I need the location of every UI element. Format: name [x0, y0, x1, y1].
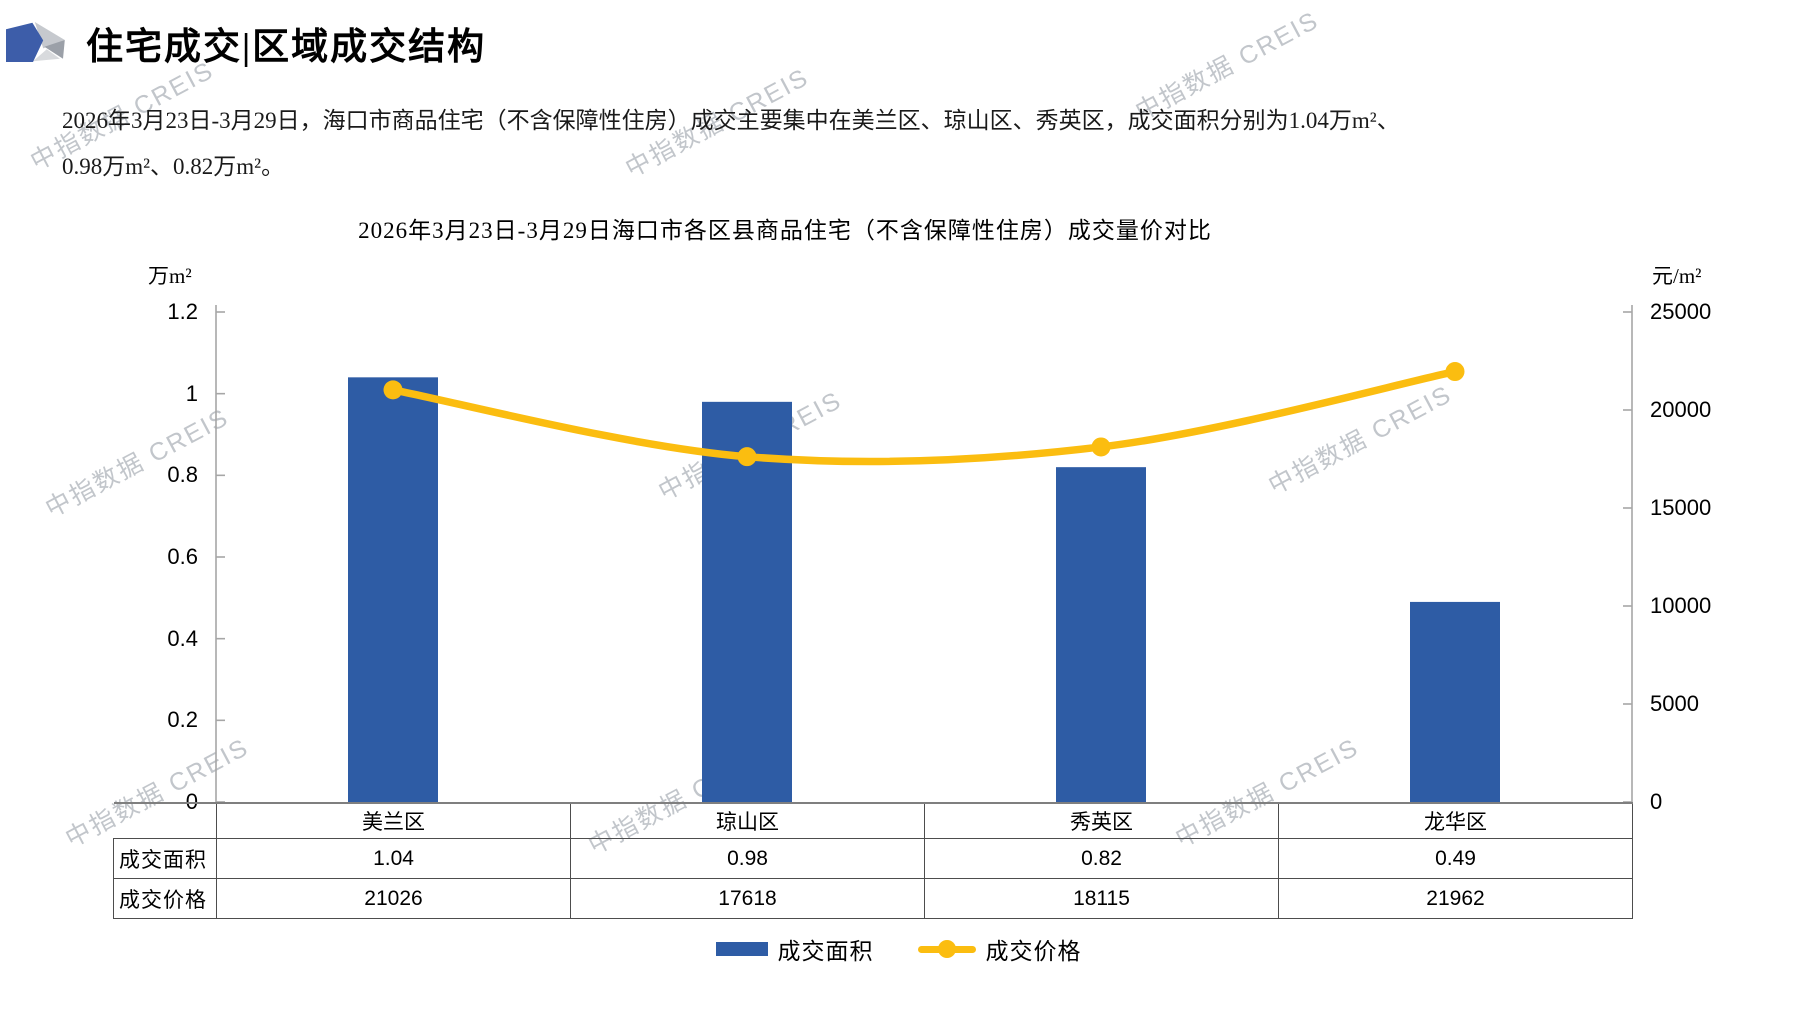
watermark-text: 中指数据 CREIS	[653, 386, 847, 507]
bar-秀英区	[1056, 467, 1146, 802]
table-blank-cell	[113, 802, 217, 839]
table-category-cell: 秀英区	[924, 802, 1279, 839]
price-line	[389, 367, 1459, 466]
chart-legend: 成交面积 成交价格	[0, 934, 1797, 964]
legend-item-area: 成交面积	[715, 932, 874, 966]
legend-line-swatch-icon	[917, 940, 976, 958]
table-value-cell: 18115	[924, 878, 1279, 919]
right-axis-unit-label: 元/m²	[1652, 264, 1702, 288]
table-value-cell: 0.49	[1278, 838, 1633, 879]
chart-data-table: 美兰区 琼山区 秀英区 龙华区 成交面积 1.04 0.98 0.82 0.49…	[113, 802, 1633, 919]
table-category-cell: 琼山区	[570, 802, 925, 839]
table-value-cell: 1.04	[216, 838, 571, 879]
left-axis-tick: 0.4	[167, 626, 198, 651]
right-axis-tick: 0	[1650, 789, 1663, 814]
left-axis-tick: 0.8	[167, 462, 198, 487]
table-row-area: 成交面积 1.04 0.98 0.82 0.49	[113, 838, 1633, 879]
table-row-categories: 美兰区 琼山区 秀英区 龙华区	[113, 802, 1633, 839]
table-category-cell: 美兰区	[216, 802, 571, 839]
summary-line-1: 2026年3月23日-3月29日，海口市商品住宅（不含保障性住房）成交主要集中在…	[62, 108, 1400, 133]
creis-logo-icon	[6, 22, 66, 62]
table-row-header: 成交价格	[113, 878, 217, 919]
watermark-text: 中指数据 CREIS	[1263, 380, 1457, 501]
bar-龙华区	[1410, 601, 1500, 802]
table-category-cell: 龙华区	[1278, 802, 1633, 839]
legend-label: 成交面积	[777, 939, 874, 964]
summary-paragraph: 2026年3月23日-3月29日，海口市商品住宅（不含保障性住房）成交主要集中在…	[62, 98, 1542, 190]
right-axis-tick: 15000	[1650, 495, 1712, 520]
table-value-cell: 17618	[570, 878, 925, 919]
left-axis-tick: 0.6	[167, 544, 198, 569]
left-axis-unit-label: 万m²	[148, 264, 192, 288]
bar-琼山区	[702, 401, 792, 802]
page-title: 住宅成交|区域成交结构	[86, 27, 487, 68]
left-axis-tick: 0.2	[167, 707, 198, 732]
chart-title: 2026年3月23日-3月29日海口市各区县商品住宅（不含保障性住房）成交量价对…	[358, 218, 1212, 243]
price-point-美兰区	[383, 380, 403, 400]
price-point-秀英区	[1091, 437, 1111, 457]
table-row-price: 成交价格 21026 17618 18115 21962	[113, 878, 1633, 919]
legend-bar-swatch-icon	[715, 942, 768, 956]
table-value-cell: 0.98	[570, 838, 925, 879]
summary-line-2: 0.98万m²、0.82万m²。	[62, 154, 285, 179]
table-row-header: 成交面积	[113, 838, 217, 879]
table-value-cell: 21962	[1278, 878, 1633, 919]
table-value-cell: 21026	[216, 878, 571, 919]
report-header: 住宅成交|区域成交结构	[0, 0, 1797, 80]
left-axis-tick: 1.2	[167, 299, 198, 324]
right-axis-tick: 25000	[1650, 299, 1712, 324]
price-point-龙华区	[1445, 362, 1465, 382]
table-value-cell: 0.82	[924, 838, 1279, 879]
legend-label: 成交价格	[985, 939, 1082, 964]
right-axis-tick: 10000	[1650, 593, 1712, 618]
price-point-琼山区	[737, 447, 757, 467]
legend-item-price: 成交价格	[917, 932, 1082, 966]
left-axis-tick: 1	[185, 381, 198, 406]
right-axis-tick: 5000	[1650, 691, 1699, 716]
bar-美兰区	[348, 377, 438, 802]
right-axis-tick: 20000	[1650, 397, 1712, 422]
